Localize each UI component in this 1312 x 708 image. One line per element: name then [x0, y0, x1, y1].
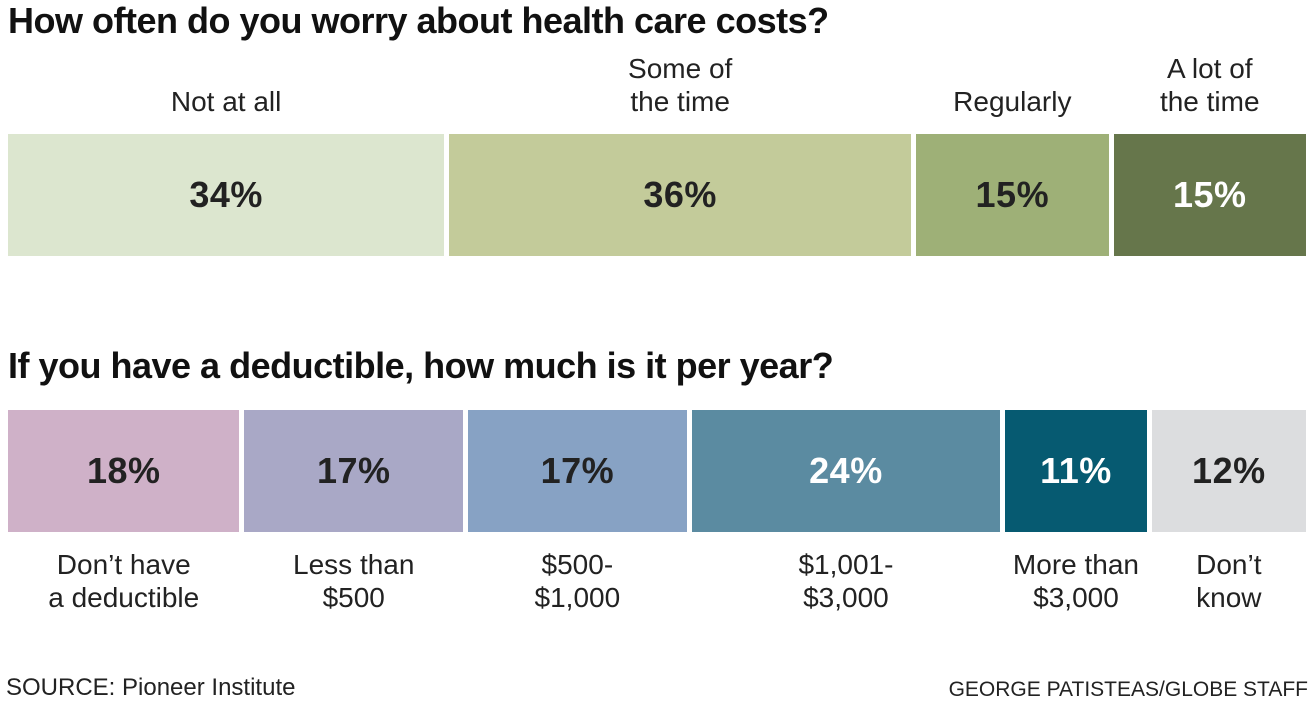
chart-1-segment-4: 15%: [1113, 134, 1306, 256]
chart-2-category-label-3: $500- $1,000: [534, 549, 621, 613]
chart-2-segment-5: 11%: [1005, 410, 1147, 532]
chart-1-stacked-bar: 34% 36% 15% 15%: [8, 134, 1306, 256]
chart-2-category-label-5: More than $3,000: [1012, 549, 1139, 613]
chart-1-value-label-2: 36%: [643, 174, 717, 215]
chart-1-category-label-1: Not at all: [170, 86, 282, 117]
chart-2-stacked-bar: 18% 17% 17% 24% 11% 12%: [8, 410, 1306, 532]
graphic-credit: GEORGE PATISTEAS/GLOBE STAFF: [948, 678, 1308, 701]
chart-2-segment-1: 18%: [8, 410, 240, 532]
source-note: SOURCE: Pioneer Institute: [6, 674, 296, 701]
chart-1-category-label-4: A lot of the time: [1159, 53, 1260, 117]
chart-1-segment-3: 15%: [916, 134, 1109, 256]
chart-2-value-label-5: 11%: [1040, 450, 1112, 491]
chart-1-value-label-1: 34%: [189, 174, 263, 215]
chart-2-value-label-6: 12%: [1192, 450, 1266, 491]
chart-2-value-label-1: 18%: [86, 450, 161, 491]
chart-2-segment-6: 12%: [1151, 410, 1306, 532]
chart-2-segment-3: 17%: [468, 410, 687, 532]
chart-2-category-label-6: Don’t know: [1196, 549, 1262, 613]
chart-1-title: How often do you worry about health care…: [8, 0, 829, 41]
chart-1-category-label-2: Some of the time: [628, 53, 733, 117]
chart-2-segment-2: 17%: [244, 410, 464, 532]
chart-1-segment-2: 36%: [449, 134, 912, 256]
chart-1-category-label-3: Regularly: [953, 86, 1072, 117]
chart-1-segment-1: 34%: [8, 134, 445, 256]
chart-1-value-label-4: 15%: [1172, 174, 1247, 215]
chart-2-title: If you have a deductible, how much is it…: [8, 345, 834, 386]
chart-2-segment-4: 24%: [691, 410, 1001, 532]
chart-2-category-label-4: $1,001- $3,000: [798, 549, 894, 613]
chart-2-value-label-3: 17%: [540, 450, 615, 491]
chart-2-value-label-4: 24%: [809, 450, 883, 491]
chart-2-category-label-2: Less than $500: [293, 549, 415, 613]
chart-1-value-label-3: 15%: [975, 174, 1050, 215]
chart-2-category-label-1: Don’t have a deductible: [48, 549, 200, 613]
chart-1-category-labels: Not at all Some of the time Regularly A lot…: [8, 50, 1306, 130]
chart-2-category-labels: Don’t have a deductible Less than $500 $50…: [8, 548, 1306, 628]
chart-2-value-label-2: 17%: [316, 450, 391, 491]
